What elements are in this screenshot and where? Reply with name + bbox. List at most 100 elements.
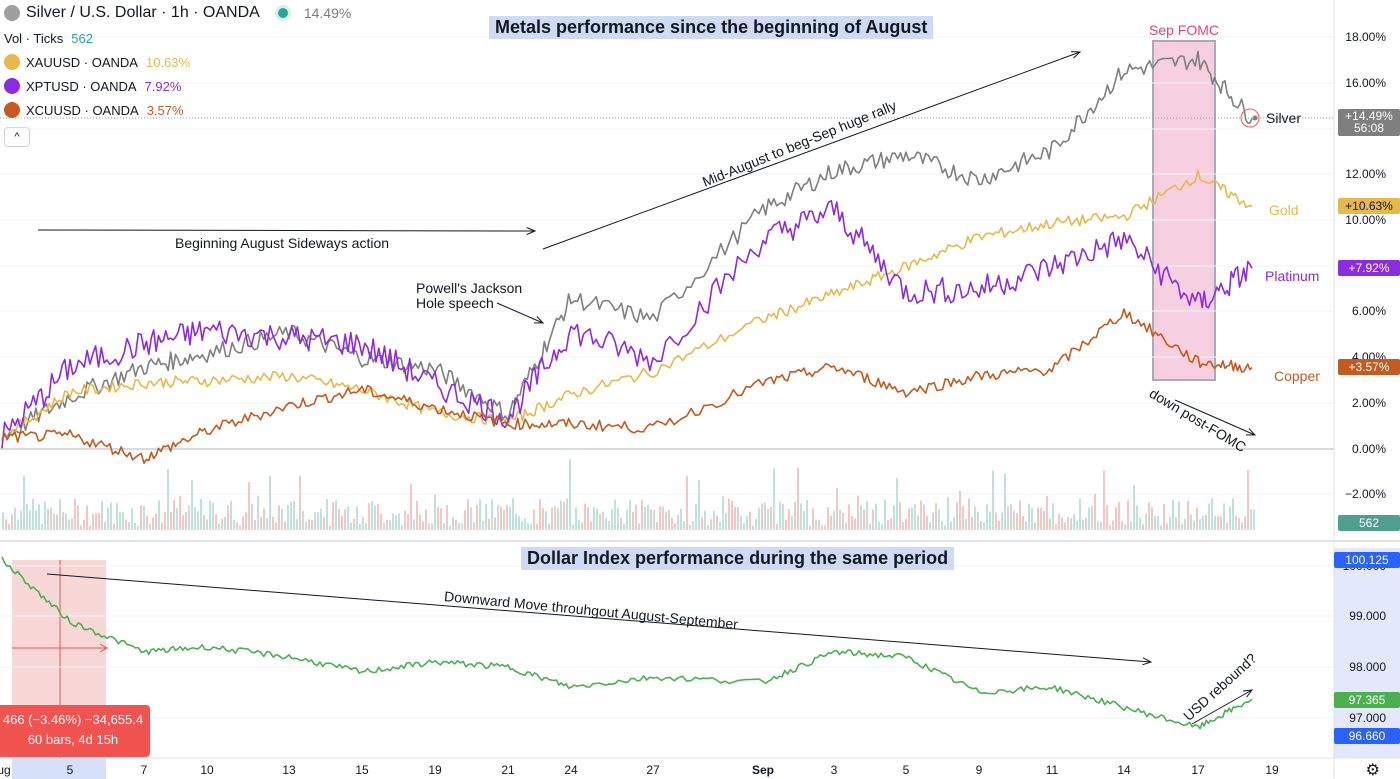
volume-bar — [965, 519, 967, 530]
volume-bar — [599, 513, 601, 530]
overlay-row[interactable]: XPTUSD · OANDA 7.92% — [4, 78, 181, 94]
volume-bar — [905, 518, 907, 530]
volume-bar — [347, 506, 349, 530]
volume-bar — [452, 517, 454, 530]
volume-bar — [521, 521, 523, 530]
volume-bar — [716, 515, 718, 530]
volume-bar — [581, 522, 583, 530]
volume-bar — [761, 503, 763, 530]
volume-bar — [695, 503, 697, 530]
volume-bar — [110, 502, 112, 530]
volume-bar — [512, 498, 514, 530]
volume-bar — [203, 515, 205, 530]
volume-bar — [503, 510, 505, 530]
volume-bar — [467, 499, 469, 530]
volume-bar — [680, 508, 682, 530]
volume-bar — [854, 518, 856, 530]
volume-bar — [914, 504, 916, 530]
x-tick-label: 27 — [646, 763, 660, 777]
volume-bar — [311, 519, 313, 530]
volume-bar — [992, 470, 994, 530]
dxy-last-pill: 97.365 — [1334, 692, 1400, 708]
volume-bar — [248, 482, 250, 530]
volume-bar — [134, 522, 136, 530]
market-open-icon — [277, 8, 288, 18]
volume-bar — [821, 525, 823, 530]
dollar-title: Dollar Index performance during the same… — [521, 547, 955, 570]
volume-bar — [866, 501, 868, 530]
volume-bar — [1226, 522, 1228, 530]
volume-bar — [113, 523, 115, 530]
volume-bar — [422, 521, 424, 530]
volume-bar — [1007, 505, 1009, 530]
volume-bar — [956, 502, 958, 530]
y-tick-label: 12.00% — [1345, 167, 1386, 181]
volume-bar — [455, 519, 457, 530]
volume-bar — [71, 518, 73, 530]
volume-bar — [509, 506, 511, 530]
volume-bar — [1067, 517, 1069, 530]
volume-bar — [269, 475, 271, 530]
volume-bar — [1199, 519, 1201, 530]
volume-bar — [170, 512, 172, 530]
volume-bar — [236, 522, 238, 530]
symbol-title[interactable]: Silver / U.S. Dollar · 1h · OANDA — [26, 4, 260, 21]
volume-bar — [500, 506, 502, 530]
volume-bar — [1157, 516, 1159, 530]
volume-bar — [416, 500, 418, 530]
y-tick-label: 10.00% — [1345, 213, 1386, 227]
volume-bar — [1232, 498, 1234, 530]
volume-bar — [617, 507, 619, 530]
arrow-powell-head — [533, 316, 545, 324]
volume-bar — [944, 525, 946, 530]
gear-icon[interactable]: ⚙ — [1365, 762, 1380, 779]
overlay-row[interactable]: XCUUSD · OANDA 3.57% — [4, 102, 184, 118]
volume-bar — [302, 510, 304, 530]
volume-bar — [800, 503, 802, 530]
volume-bar — [950, 521, 952, 530]
volume-bar — [629, 500, 631, 530]
overlay-row[interactable]: XAUUSD · OANDA 10.63% — [4, 54, 190, 70]
volume-bar — [836, 488, 838, 530]
volume-bar — [317, 512, 319, 530]
volume-bar — [206, 519, 208, 530]
collapse-legend-button[interactable]: ^ — [4, 127, 30, 147]
volume-bar — [920, 500, 922, 530]
volume-bar — [440, 508, 442, 530]
volume-bar — [692, 521, 694, 530]
x-tick-label: 24 — [564, 763, 578, 777]
volume-bar — [1049, 518, 1051, 530]
volume-bar — [746, 516, 748, 530]
volume-bar — [842, 512, 844, 530]
volume-bar — [1169, 516, 1171, 530]
volume-bar — [722, 496, 724, 530]
volume-bar — [548, 524, 550, 530]
volume-bar — [35, 510, 37, 530]
volume-bar — [353, 518, 355, 530]
volume-bar — [662, 506, 664, 530]
y-tick-label: 6.00% — [1351, 304, 1386, 318]
volume-bar — [107, 507, 109, 530]
arrow-rally — [542, 51, 1081, 250]
volume-bar — [938, 509, 940, 530]
arrow-powell — [496, 302, 544, 324]
volume-bar — [401, 525, 403, 530]
volume-bar — [32, 498, 34, 530]
volume-bar — [983, 522, 985, 530]
volume-bar — [116, 502, 118, 530]
volume-bar — [494, 517, 496, 530]
volume-bar — [395, 514, 397, 530]
volume-bar — [101, 500, 103, 530]
volume-bar — [434, 494, 436, 530]
volume-bar — [290, 501, 292, 530]
volume-bar — [524, 518, 526, 530]
y-tick-label: −2.00% — [1344, 487, 1386, 501]
y-tick-label: 16.00% — [1345, 76, 1386, 90]
volume-bar — [809, 525, 811, 530]
volume-bar — [488, 519, 490, 530]
volume-label[interactable]: Vol · Ticks — [4, 31, 64, 46]
volume-bar — [1115, 507, 1117, 530]
silver-price-pill: +14.49% 56:08 — [1338, 109, 1400, 136]
volume-bar — [647, 504, 649, 530]
